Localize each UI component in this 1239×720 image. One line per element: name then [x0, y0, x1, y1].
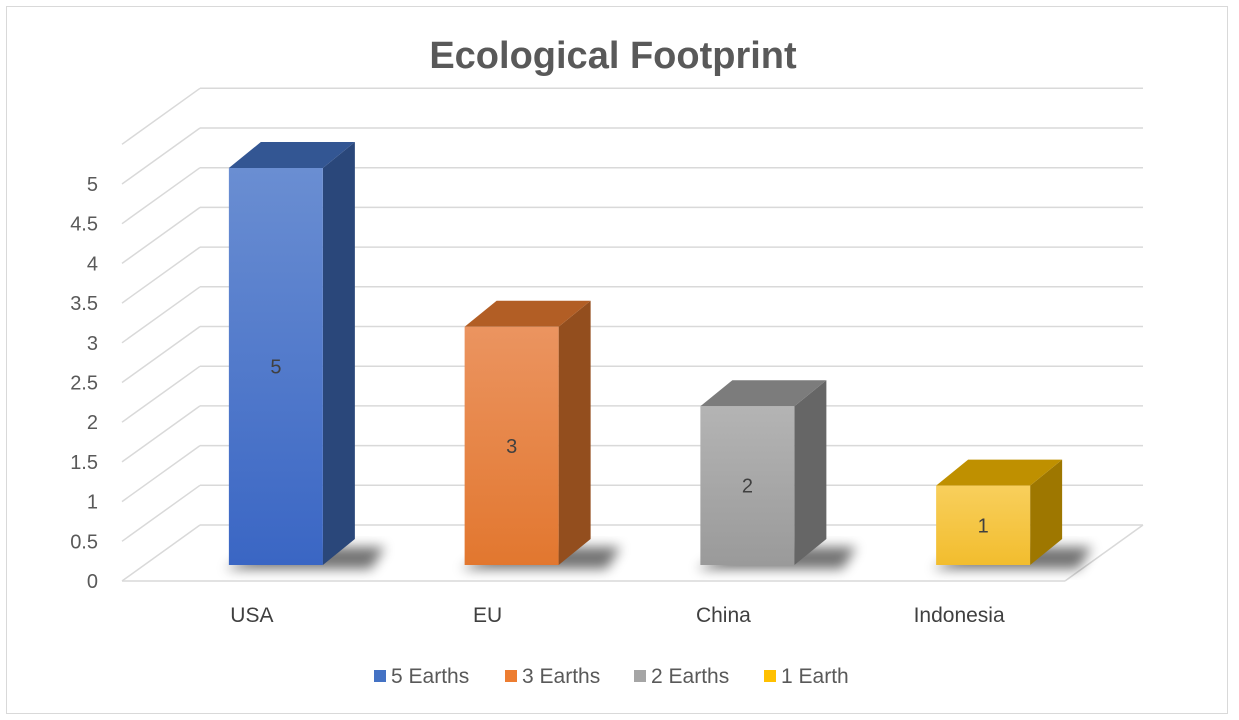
y-tick-label: 3.5: [70, 293, 98, 315]
gridline-side: [121, 286, 201, 344]
gridlines: [121, 87, 1144, 582]
x-tick-label: Indonesia: [914, 604, 1005, 627]
legend-label: 3 Earths: [522, 665, 600, 688]
y-tick-label: 1.5: [70, 452, 98, 474]
y-tick-label: 1: [87, 492, 98, 514]
bars: 5 3 2 1: [224, 142, 1093, 569]
legend-label: 2 Earths: [651, 665, 729, 688]
y-tick-label: 4.5: [70, 214, 98, 236]
y-tick-label: 0: [87, 571, 98, 593]
y-axis: 0 0.5 1 1.5 2 2.5 3 3.5 4 4.5 5: [70, 174, 98, 593]
gridline-side: [121, 325, 201, 384]
gridline-side: [121, 484, 201, 542]
chart-title: Ecological Footprint: [429, 35, 797, 77]
y-tick-label: 2: [87, 412, 98, 434]
legend: 5 Earths 3 Earths 2 Earths 1 Earth: [374, 665, 849, 688]
x-axis: USA EU China Indonesia: [230, 604, 1005, 627]
bar-side: [794, 380, 827, 565]
gridline-side: [121, 524, 201, 582]
y-tick-label: 3: [87, 333, 98, 355]
bar-front: [228, 168, 323, 565]
data-label: 2: [742, 476, 753, 498]
bar-china: 2: [696, 380, 857, 569]
gridline-side: [121, 206, 201, 265]
y-tick-label: 5: [87, 174, 98, 196]
y-tick-label: 2.5: [70, 373, 98, 395]
bar-side: [322, 142, 355, 565]
bar-top: [464, 300, 591, 327]
x-tick-label: USA: [230, 604, 273, 627]
legend-item: 5 Earths: [374, 665, 469, 688]
bar-front: [936, 485, 1031, 565]
legend-swatch: [634, 670, 646, 682]
gridline-side: [121, 365, 201, 423]
bar-front: [700, 406, 795, 565]
legend-swatch: [764, 670, 776, 682]
legend-label: 1 Earth: [781, 665, 849, 688]
y-tick-label: 4: [87, 253, 98, 275]
legend-swatch: [505, 670, 517, 682]
data-label: 5: [270, 357, 281, 379]
gridline-side: [121, 444, 201, 503]
gridline-side: [121, 127, 201, 185]
legend-swatch: [374, 670, 386, 682]
bar-top: [700, 380, 827, 407]
data-label: 3: [506, 436, 517, 458]
bar-side: [558, 300, 591, 565]
floor-edge: [1064, 524, 1144, 582]
gridline-side: [121, 405, 201, 463]
chart-frame: [6, 6, 1228, 714]
bar-front: [464, 326, 559, 565]
y-tick-label: 0.5: [70, 531, 98, 553]
bar-side: [1030, 459, 1063, 565]
legend-item: 1 Earth: [764, 665, 849, 688]
bar-usa: 5: [224, 142, 385, 569]
gridline-side: [121, 246, 201, 304]
data-label: 1: [978, 515, 989, 537]
gridline-side: [121, 167, 201, 225]
x-tick-label: China: [696, 604, 751, 627]
bar-indonesia: 1: [932, 459, 1093, 569]
x-tick-label: EU: [473, 604, 502, 627]
legend-item: 2 Earths: [634, 665, 729, 688]
bar-top: [228, 142, 355, 168]
legend-label: 5 Earths: [391, 665, 469, 688]
legend-item: 3 Earths: [505, 665, 600, 688]
bar-eu: 3: [460, 300, 621, 569]
bar-top: [936, 459, 1063, 486]
gridline-side: [121, 87, 201, 145]
